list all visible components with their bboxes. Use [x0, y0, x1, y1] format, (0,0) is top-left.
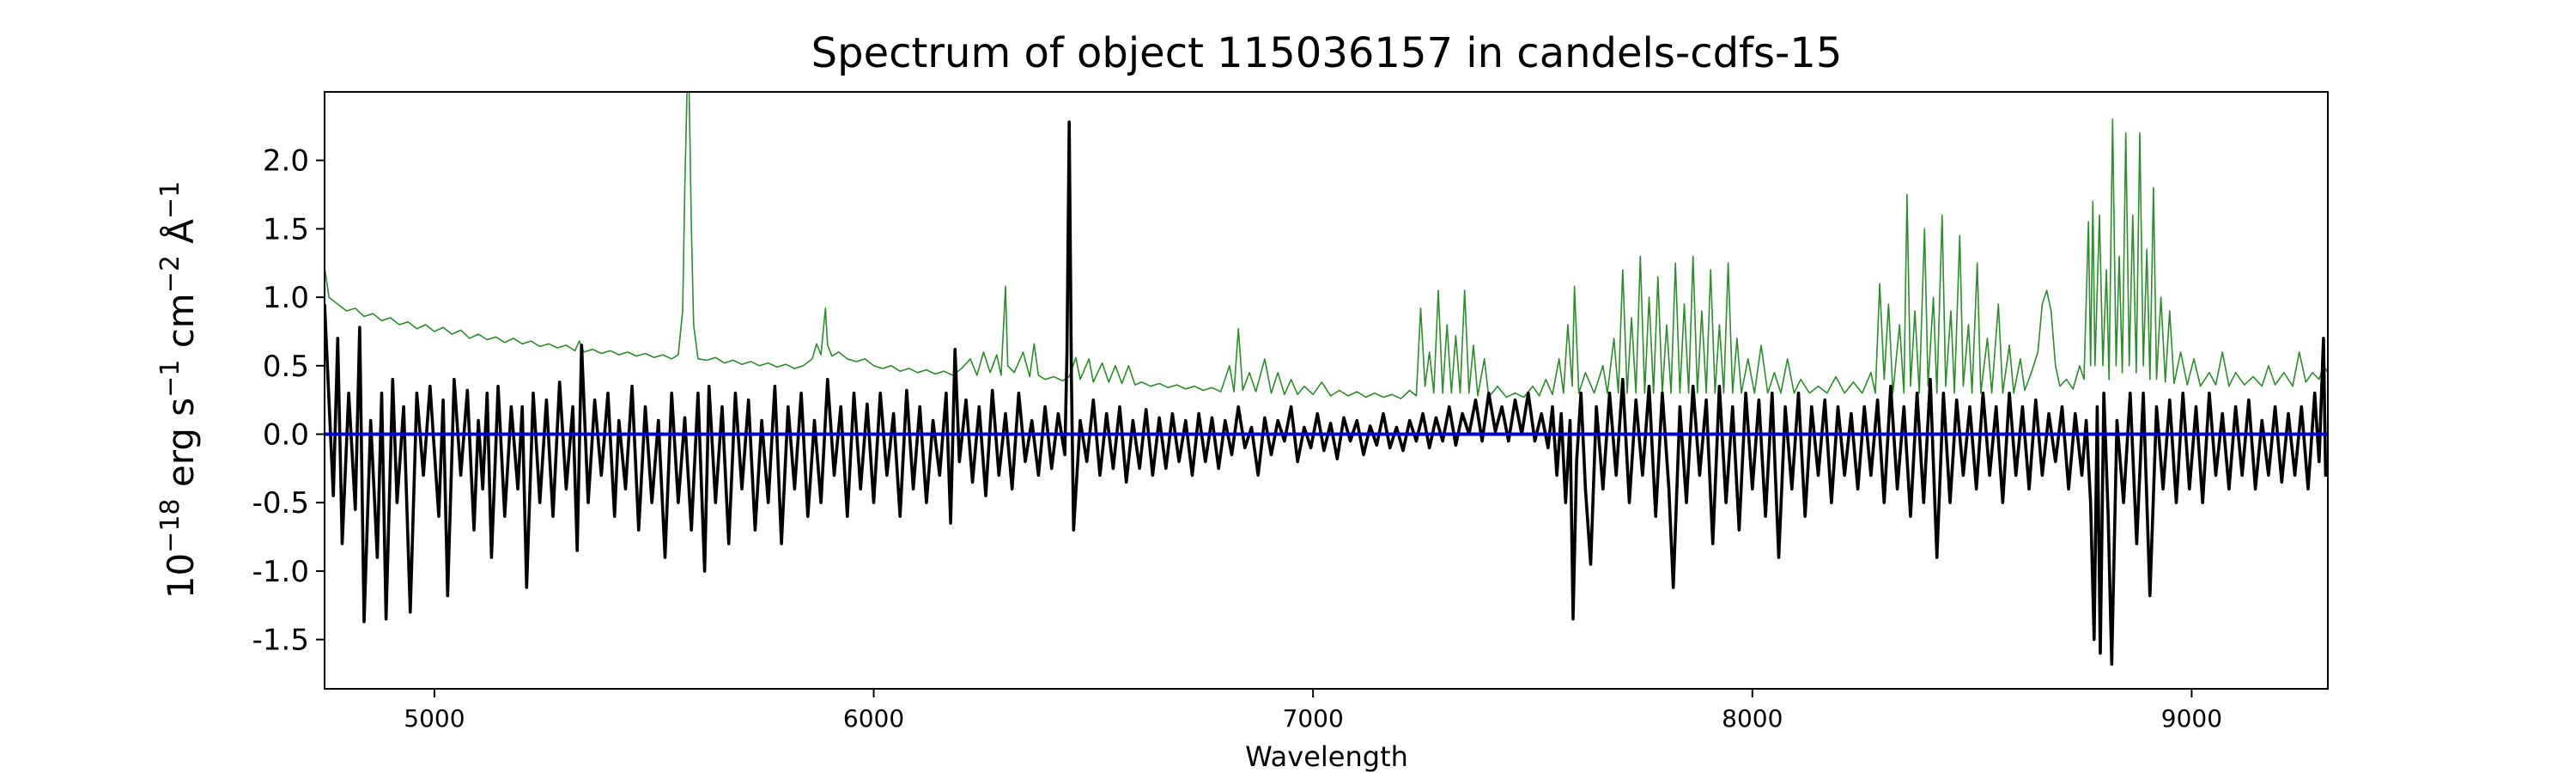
- x-axis-label: Wavelength: [1245, 740, 1408, 773]
- y-tick-label: -1.5: [252, 624, 309, 658]
- y-axis-label-prefix: 10: [160, 553, 202, 599]
- y-tick-label: 1.0: [263, 281, 309, 315]
- y-tick-label: 0.0: [263, 418, 309, 453]
- series-line-sky: [325, 92, 2328, 399]
- y-axis-label: 10−18 erg s−1 cm−2 Å−1: [155, 181, 203, 600]
- y-axis-label-unit1: erg s: [160, 398, 202, 499]
- y-tick-label: -1.0: [252, 555, 309, 589]
- x-tick-label: 6000: [843, 704, 904, 733]
- plot-area-frame: [324, 91, 2329, 690]
- series-line-flux: [325, 120, 2328, 666]
- y-axis: -1.5 -1.0 -0.5 0.0 0.5 1.0 1.5 2.0: [252, 144, 325, 658]
- y-axis-label-unit3: Å: [159, 219, 202, 255]
- y-axis-label-unit1-exp: −1: [155, 360, 185, 398]
- y-axis-label-unit2: cm: [160, 293, 202, 359]
- y-axis-label-prefix-exp: −18: [155, 499, 185, 553]
- x-tick-label: 5000: [404, 704, 465, 733]
- y-axis-label-unit2-exp: −2: [155, 255, 185, 293]
- x-tick-label: 8000: [1722, 704, 1783, 733]
- x-tick-label: 9000: [2161, 704, 2222, 733]
- y-tick-label: 1.5: [263, 212, 309, 247]
- x-axis: 5000 6000 7000 8000 9000: [404, 689, 2222, 733]
- x-tick-label: 7000: [1283, 704, 1344, 733]
- y-tick-label: 2.0: [263, 144, 309, 179]
- chart-title: Spectrum of object 115036157 in candels-…: [811, 29, 1843, 77]
- y-axis-label-unit3-exp: −1: [155, 181, 185, 219]
- y-tick-label: -0.5: [252, 486, 309, 520]
- y-tick-label: 0.5: [263, 350, 309, 384]
